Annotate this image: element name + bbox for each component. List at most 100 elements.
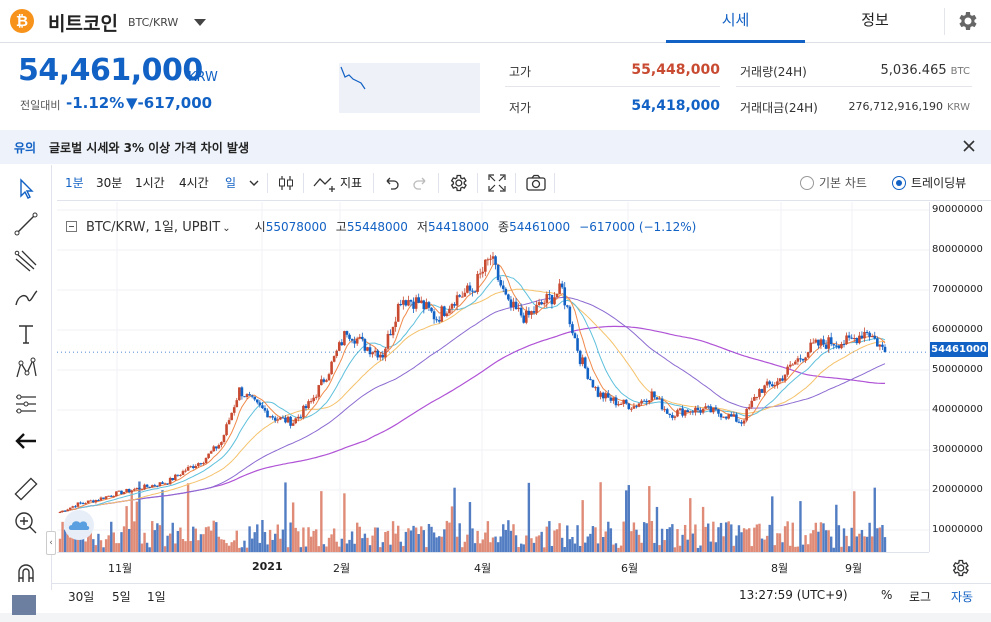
undo-icon[interactable]	[384, 175, 400, 191]
magnet-icon[interactable]	[12, 560, 40, 588]
coin-name[interactable]: 비트코인	[48, 13, 118, 35]
tradingview-radio[interactable]	[892, 176, 906, 190]
volume-bar	[161, 490, 164, 552]
time-axis[interactable]	[57, 552, 929, 582]
candle	[742, 420, 746, 424]
candle	[122, 491, 126, 495]
volume-bar	[742, 528, 746, 552]
candle	[212, 446, 216, 452]
range-30d[interactable]: 30일	[68, 590, 95, 604]
volume-bar	[327, 537, 331, 552]
volume-bar	[371, 535, 374, 552]
candle	[491, 256, 495, 259]
trend-line-icon[interactable]	[12, 210, 40, 238]
candle-type-icon[interactable]	[277, 174, 295, 192]
candle	[581, 357, 584, 365]
zoom-in-icon[interactable]	[12, 509, 40, 537]
interval-day[interactable]: 일	[225, 176, 237, 190]
price-unit: KRW	[188, 70, 218, 85]
tab-info[interactable]: 정보	[861, 11, 889, 29]
volume-bar	[496, 542, 500, 552]
close-icon[interactable]	[961, 138, 977, 154]
legend-close-label: 종	[498, 220, 510, 234]
pitchfork-icon[interactable]	[12, 247, 40, 275]
candle	[860, 335, 864, 339]
redo-icon[interactable]	[412, 175, 428, 191]
volume-bar	[812, 530, 815, 552]
tab-price[interactable]: 시세	[666, 0, 805, 43]
volume-bar	[691, 533, 695, 552]
price-axis[interactable]	[929, 202, 991, 552]
volume-bar	[425, 547, 428, 552]
candle	[289, 416, 292, 426]
volume-bar	[171, 522, 174, 552]
volume-bar	[340, 538, 344, 552]
volume-bar	[881, 525, 884, 552]
candle	[378, 354, 382, 358]
prediction-icon[interactable]	[12, 390, 40, 418]
volume-bar	[765, 535, 769, 552]
volume-bar	[817, 531, 820, 552]
range-5d[interactable]: 5일	[112, 590, 131, 604]
tradingview-label[interactable]: 트레이딩뷰	[911, 176, 967, 190]
candle	[225, 424, 228, 436]
ruler-icon[interactable]	[12, 475, 40, 503]
candle	[230, 412, 233, 421]
gear-icon[interactable]	[448, 173, 468, 193]
range-1d[interactable]: 1일	[147, 590, 166, 604]
brush-icon[interactable]	[12, 283, 40, 311]
legend-collapse-icon[interactable]	[66, 221, 77, 232]
candle	[732, 414, 736, 417]
candle	[368, 347, 372, 355]
volume-bar	[189, 541, 192, 552]
gear-icon[interactable]	[955, 9, 979, 33]
candle	[489, 258, 492, 260]
pattern-icon[interactable]	[12, 355, 40, 383]
legend-title[interactable]: BTC/KRW, 1일, UPBIT	[86, 220, 221, 235]
interval-1min[interactable]: 1분	[65, 176, 84, 190]
log-toggle[interactable]: 로그	[909, 590, 932, 604]
volume-bar	[343, 493, 346, 552]
interval-30min[interactable]: 30분	[96, 176, 123, 190]
interval-1hour[interactable]: 1시간	[135, 176, 165, 190]
volume-bar	[832, 547, 835, 552]
candle	[737, 421, 741, 423]
candle	[220, 442, 223, 446]
candle	[222, 435, 226, 443]
basic-chart-radio[interactable]	[800, 176, 814, 190]
tradingview-cloud-icon	[64, 510, 94, 540]
volume-bar	[471, 528, 474, 552]
camera-icon[interactable]	[526, 174, 546, 192]
chevron-down-icon[interactable]	[249, 178, 259, 188]
text-icon[interactable]	[12, 320, 40, 348]
fullscreen-icon[interactable]	[488, 174, 506, 192]
candle	[107, 495, 110, 497]
clock[interactable]: 13:27:59 (UTC+9)	[739, 588, 848, 602]
chevron-down-icon[interactable]: ⌄	[222, 223, 231, 234]
candle	[763, 385, 766, 393]
candle	[691, 411, 695, 413]
percent-toggle[interactable]: %	[881, 588, 893, 602]
volume-bar	[801, 544, 805, 552]
volume-bar	[135, 501, 139, 552]
candle	[453, 304, 456, 306]
volume-bar	[253, 532, 256, 552]
volume-bar	[117, 543, 121, 552]
gear-icon[interactable]	[950, 558, 970, 578]
cursor-icon[interactable]	[12, 175, 40, 203]
collapse-toolbar-button[interactable]: ‹	[46, 531, 56, 555]
candle	[273, 417, 277, 421]
arrow-left-icon[interactable]	[12, 427, 40, 455]
candle	[881, 344, 884, 347]
auto-toggle[interactable]: 자동	[951, 590, 974, 604]
volume-bar	[781, 542, 784, 552]
interval-4hour[interactable]: 4시간	[179, 176, 209, 190]
chevron-down-icon[interactable]	[194, 19, 206, 26]
indicator-icon[interactable]	[313, 174, 337, 192]
candle	[776, 381, 779, 385]
basic-chart-label[interactable]: 기본 차트	[819, 176, 867, 190]
coin-pair[interactable]: BTC/KRW	[128, 16, 179, 29]
candle	[450, 304, 454, 309]
indicator-button[interactable]: 지표	[340, 176, 363, 190]
price-chart[interactable]	[57, 202, 929, 552]
